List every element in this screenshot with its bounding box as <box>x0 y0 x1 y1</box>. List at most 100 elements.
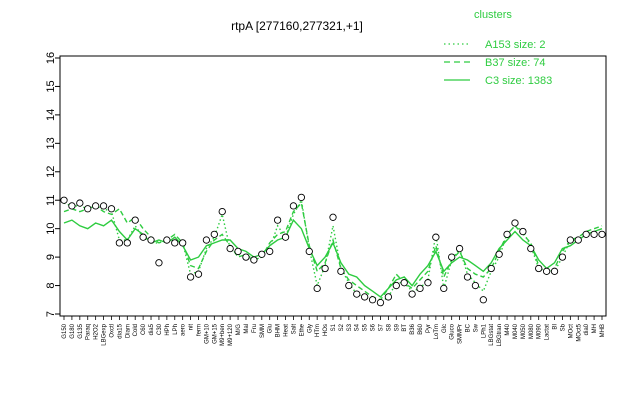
data-point <box>495 250 503 258</box>
chart-title: rtpA [277160,277321,+1] <box>231 19 363 33</box>
data-point <box>376 298 385 307</box>
data-point <box>440 284 448 293</box>
x-tick-label: M090 <box>537 323 543 339</box>
legend-title: clusters <box>474 9 512 21</box>
data-point <box>258 250 266 258</box>
data-point <box>107 205 116 213</box>
data-point <box>535 264 543 273</box>
x-tick-label: M/G <box>236 324 242 336</box>
x-tick-label: Paraq <box>86 324 92 340</box>
x-tick-label: nit <box>189 324 195 331</box>
x-tick-label: SMM <box>260 324 266 338</box>
x-tick-label: Cold <box>133 324 139 336</box>
x-tick-label: Oxctl <box>109 324 115 338</box>
data-point <box>202 236 211 244</box>
x-tick-label: Fru <box>252 324 258 333</box>
plot-frame <box>59 55 607 317</box>
x-tick-label: MH <box>592 324 598 333</box>
data-point <box>281 233 290 241</box>
data-point <box>194 270 203 278</box>
x-tick-label: dia15 <box>117 323 123 338</box>
x-tick-label: dia0 <box>584 323 590 335</box>
x-tick-label: LoTm <box>434 324 440 339</box>
data-point <box>558 253 567 261</box>
x-tick-label: M050 <box>521 323 527 339</box>
data-point <box>218 207 226 216</box>
x-tick-label: C30 <box>157 323 163 335</box>
data-point <box>186 273 195 281</box>
data-point <box>76 199 84 207</box>
data-point <box>179 239 187 247</box>
x-tick-label: dia5 <box>149 323 155 335</box>
x-tick-label: Sw <box>473 323 479 332</box>
data-point <box>487 264 495 273</box>
data-point <box>384 293 393 301</box>
x-tick-label: Salt <box>291 324 297 335</box>
data-point <box>511 219 519 227</box>
x-tick-label: B36 <box>410 323 416 334</box>
x-tick-label: S7 <box>378 323 384 331</box>
x-tick-label: BI <box>553 324 559 330</box>
x-tick-label: Heat <box>284 324 290 337</box>
data-point <box>408 290 416 298</box>
data-point <box>400 279 408 287</box>
data-point <box>479 296 487 304</box>
x-tick-label: BC <box>466 323 472 332</box>
x-tick-label: MOct5 <box>576 323 582 341</box>
x-tick-label: Ethe <box>299 323 305 336</box>
x-tick-label: Glc <box>442 324 448 333</box>
x-tick-label: M040 <box>513 323 519 339</box>
x-tick-label: BT <box>402 324 408 332</box>
data-point <box>171 239 179 247</box>
x-tick-label: S3 <box>347 323 353 331</box>
y-tick-label: 10 <box>45 223 57 235</box>
data-point <box>432 233 440 241</box>
data-point <box>353 290 361 298</box>
data-point <box>273 216 282 224</box>
data-point <box>115 239 124 247</box>
x-tick-label: H2O2 <box>94 323 100 339</box>
data-point <box>471 281 480 290</box>
x-tick-label: G135 <box>78 323 84 338</box>
data-point <box>527 244 535 253</box>
data-point <box>250 256 258 264</box>
data-point <box>542 267 551 275</box>
x-tick-label: BHM <box>276 324 282 337</box>
x-tick-label: G180 <box>70 323 76 338</box>
y-tick-label: 11 <box>45 195 57 206</box>
x-tick-label: S4 <box>355 323 361 331</box>
chart-points <box>60 193 606 307</box>
data-point <box>337 267 345 275</box>
data-point <box>289 202 298 210</box>
x-tick-label: S2 <box>339 323 345 331</box>
y-tick-label: 8 <box>45 282 57 288</box>
data-point <box>455 244 464 253</box>
y-tick-label: 7 <box>45 311 57 317</box>
data-point <box>448 253 456 261</box>
data-point <box>329 213 337 221</box>
x-tick-label: Glu <box>268 324 274 333</box>
data-point <box>68 202 76 210</box>
data-point <box>574 236 582 244</box>
x-tick-label: aero <box>181 323 187 336</box>
data-point <box>550 267 559 275</box>
data-point <box>321 264 329 273</box>
y-tick-label: 13 <box>45 137 57 149</box>
x-tick-label: M40 <box>505 323 511 335</box>
data-point <box>582 230 590 239</box>
data-point <box>345 281 353 290</box>
data-point <box>147 236 155 244</box>
data-point <box>424 279 432 287</box>
data-point <box>163 236 171 244</box>
x-tick-label: HTm <box>315 324 321 337</box>
y-tick-label: 14 <box>45 109 57 121</box>
x-tick-label: MOct <box>568 324 574 339</box>
data-point <box>503 230 511 239</box>
data-point <box>131 216 139 224</box>
y-tick-label: 9 <box>45 254 57 260</box>
data-point <box>463 273 472 281</box>
x-tick-label: M080 <box>529 323 535 339</box>
data-point <box>60 196 68 204</box>
